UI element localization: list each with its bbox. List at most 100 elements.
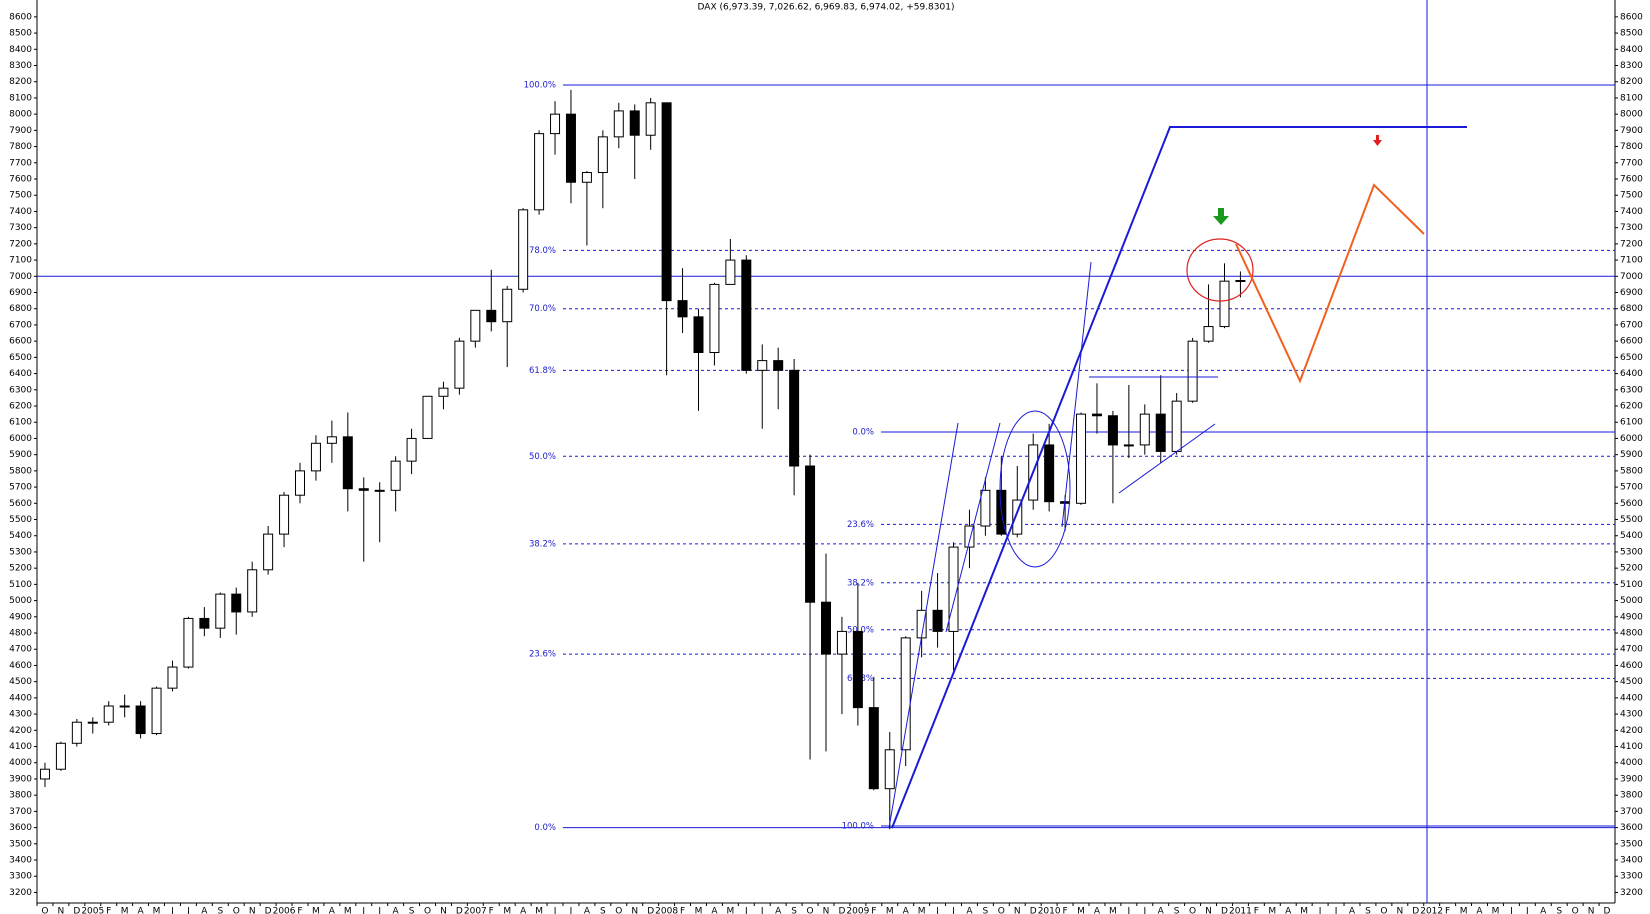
- x-tick-label: J: [744, 907, 748, 914]
- x-tick-label: F: [106, 907, 111, 914]
- x-tick-label: J: [1127, 907, 1131, 914]
- x-tick-label: J: [377, 907, 381, 914]
- y-tick-label: 3500: [1620, 839, 1643, 849]
- x-tick-label: M: [1492, 907, 1500, 914]
- fib-label: 38.2%: [529, 539, 556, 549]
- y-tick-label: 3700: [9, 807, 32, 817]
- x-tick-label: S: [409, 907, 415, 914]
- x-tick-label: M: [1109, 907, 1117, 914]
- x-tick-label: 2005: [81, 907, 104, 914]
- y-tick-label: 4600: [9, 661, 32, 671]
- x-tick-label: F: [489, 907, 494, 914]
- x-tick-label: 2006: [273, 907, 296, 914]
- candle-body: [948, 546, 959, 632]
- x-tick-label: M: [1077, 907, 1085, 914]
- x-tick-label: M: [695, 907, 703, 914]
- y-tick-label: 6200: [9, 402, 32, 412]
- y-tick-label: 4400: [1620, 693, 1643, 703]
- y-tick-label: 4400: [9, 693, 32, 703]
- candle-body: [151, 687, 162, 735]
- candle-body: [597, 136, 608, 174]
- y-tick-label: 4300: [1620, 710, 1643, 720]
- x-tick-label: F: [871, 907, 876, 914]
- x-tick-label: N: [1588, 907, 1595, 914]
- x-tick-label: O: [615, 907, 622, 914]
- candle-body: [1076, 413, 1087, 504]
- x-tick-label: 2012: [1420, 907, 1443, 914]
- candle-body: [438, 387, 449, 397]
- candle-body: [406, 437, 417, 462]
- y-tick-label: 5600: [1620, 499, 1643, 509]
- y-tick-label: 6700: [1620, 320, 1643, 330]
- y-tick-label: 7200: [1620, 239, 1643, 249]
- candle-body: [884, 749, 895, 790]
- x-tick-label: F: [680, 907, 685, 914]
- x-tick-label: O: [1572, 907, 1579, 914]
- x-tick-label: N: [249, 907, 256, 914]
- y-tick-label: 4700: [9, 645, 32, 655]
- candle-body: [1107, 415, 1118, 446]
- plot: 3200 3200 3300 3300 3400 3400 3500 3500 3600 3600…: [9, 0, 1643, 914]
- candle-body: [87, 721, 98, 724]
- candle-body: [263, 533, 274, 571]
- y-tick-label: 5700: [1620, 483, 1643, 493]
- y-tick-label: 6600: [1620, 337, 1643, 347]
- x-tick-label: J: [1509, 907, 1513, 914]
- candle-body: [1091, 413, 1102, 417]
- y-tick-label: 7100: [1620, 256, 1643, 266]
- candle-body: [454, 340, 465, 389]
- y-tick-label: 8100: [9, 93, 32, 103]
- y-tick-label: 7800: [9, 142, 32, 152]
- y-tick-label: 3400: [9, 856, 32, 866]
- fib-label: 61.8%: [529, 366, 556, 376]
- y-tick-label: 4000: [1620, 758, 1643, 768]
- x-tick-label: M: [886, 907, 894, 914]
- x-tick-label: M: [918, 907, 926, 914]
- y-tick-label: 6200: [1620, 402, 1643, 412]
- y-tick-label: 3200: [1620, 888, 1643, 898]
- fib-label: 78.0%: [529, 246, 556, 256]
- y-tick-label: 3600: [1620, 823, 1643, 833]
- x-tick-label: A: [1349, 907, 1356, 914]
- candle-body: [1123, 444, 1134, 447]
- x-tick-label: A: [966, 907, 973, 914]
- y-tick-label: 3800: [9, 791, 32, 801]
- y-tick-label: 8500: [9, 29, 32, 39]
- y-tick-label: 7800: [1620, 142, 1643, 152]
- candle-body: [326, 436, 337, 444]
- y-tick-label: 5100: [9, 580, 32, 590]
- y-tick-label: 3500: [9, 839, 32, 849]
- candle-body: [757, 360, 768, 371]
- y-tick-label: 7200: [9, 239, 32, 249]
- x-tick-label: 2008: [655, 907, 678, 914]
- x-tick-label: M: [153, 907, 161, 914]
- x-tick-label: N: [823, 907, 830, 914]
- candle-body: [374, 489, 385, 492]
- y-tick-label: 6300: [9, 385, 32, 395]
- x-tick-label: J: [951, 907, 955, 914]
- y-tick-label: 8200: [1620, 77, 1643, 87]
- y-tick-label: 5400: [1620, 531, 1643, 541]
- candle-body: [550, 113, 561, 135]
- candle-body: [932, 609, 943, 632]
- y-tick-label: 4200: [9, 726, 32, 736]
- y-tick-label: 5500: [9, 515, 32, 525]
- candle-body: [693, 316, 704, 354]
- candle-body: [103, 705, 114, 723]
- fib-label: 38.2%: [847, 578, 874, 588]
- y-tick-label: 6500: [1620, 353, 1643, 363]
- x-tick-label: S: [600, 907, 606, 914]
- y-tick-label: 5300: [1620, 547, 1643, 557]
- fib-label: 23.6%: [529, 650, 556, 660]
- candle-body: [964, 525, 975, 548]
- triangle-line: [1118, 423, 1216, 494]
- y-tick-label: 8200: [9, 77, 32, 87]
- y-tick-label: 5400: [9, 531, 32, 541]
- x-tick-label: N: [440, 907, 447, 914]
- candle-body: [135, 705, 146, 735]
- x-tick-label: S: [217, 907, 223, 914]
- candle-body: [677, 300, 688, 318]
- x-tick-label: 2007: [464, 907, 487, 914]
- trend-line: [891, 126, 1467, 829]
